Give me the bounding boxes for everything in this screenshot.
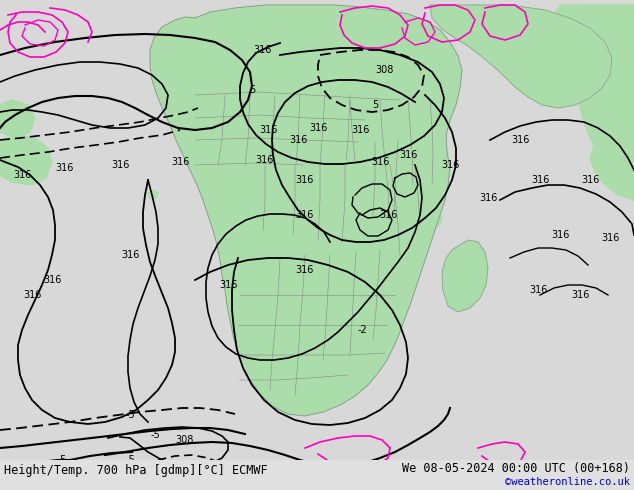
Text: 316: 316: [296, 265, 314, 275]
Text: 316: 316: [259, 125, 277, 135]
Text: 5: 5: [372, 100, 378, 110]
Text: 316: 316: [56, 163, 74, 173]
Text: 316: 316: [111, 160, 129, 170]
Polygon shape: [578, 5, 634, 180]
Text: 5: 5: [427, 460, 433, 470]
Text: 316: 316: [531, 175, 549, 185]
Text: 316: 316: [121, 250, 139, 260]
Text: -5: -5: [125, 455, 135, 465]
Polygon shape: [150, 5, 462, 416]
Text: 316: 316: [479, 193, 497, 203]
Text: 316: 316: [171, 157, 189, 167]
Text: 316: 316: [399, 150, 417, 160]
Text: 316: 316: [529, 285, 547, 295]
Text: 316: 316: [371, 157, 389, 167]
Text: 316: 316: [44, 275, 62, 285]
Text: -2: -2: [357, 325, 367, 335]
Text: We 08-05-2024 00:00 UTC (00+168): We 08-05-2024 00:00 UTC (00+168): [402, 462, 630, 474]
Text: 316: 316: [378, 210, 397, 220]
Text: 5: 5: [249, 85, 255, 95]
Text: 316: 316: [13, 170, 31, 180]
Text: 5: 5: [597, 460, 603, 470]
Polygon shape: [0, 100, 35, 138]
Polygon shape: [555, 5, 634, 100]
Text: 316: 316: [296, 175, 314, 185]
Text: 5: 5: [59, 455, 65, 465]
Text: -5: -5: [150, 430, 160, 440]
Polygon shape: [148, 190, 158, 199]
Text: 308: 308: [176, 435, 194, 445]
Text: 5: 5: [242, 463, 248, 473]
Text: 316: 316: [511, 135, 529, 145]
Text: ©weatheronline.co.uk: ©weatheronline.co.uk: [505, 477, 630, 487]
Polygon shape: [382, 142, 448, 198]
Polygon shape: [590, 125, 634, 200]
Text: 316: 316: [256, 155, 274, 165]
Text: 316: 316: [441, 160, 459, 170]
Text: 316: 316: [253, 45, 271, 55]
Text: 316: 316: [219, 280, 237, 290]
Text: 316: 316: [601, 233, 619, 243]
Text: 316: 316: [551, 230, 569, 240]
Text: 316: 316: [23, 290, 41, 300]
Polygon shape: [0, 135, 52, 185]
Text: 316: 316: [581, 175, 599, 185]
Text: 316: 316: [351, 125, 369, 135]
Polygon shape: [442, 240, 488, 312]
Text: -5: -5: [125, 410, 135, 420]
Text: 316: 316: [309, 123, 327, 133]
Text: 316: 316: [571, 290, 589, 300]
Text: 308: 308: [376, 65, 394, 75]
Polygon shape: [430, 5, 612, 108]
Text: Height/Temp. 700 hPa [gdmp][°C] ECMWF: Height/Temp. 700 hPa [gdmp][°C] ECMWF: [4, 464, 268, 476]
Polygon shape: [426, 212, 442, 227]
Text: 316: 316: [289, 135, 307, 145]
Polygon shape: [606, 165, 624, 182]
Text: 316: 316: [296, 210, 314, 220]
Text: 5: 5: [542, 460, 548, 470]
Bar: [0, 460, 634, 490]
